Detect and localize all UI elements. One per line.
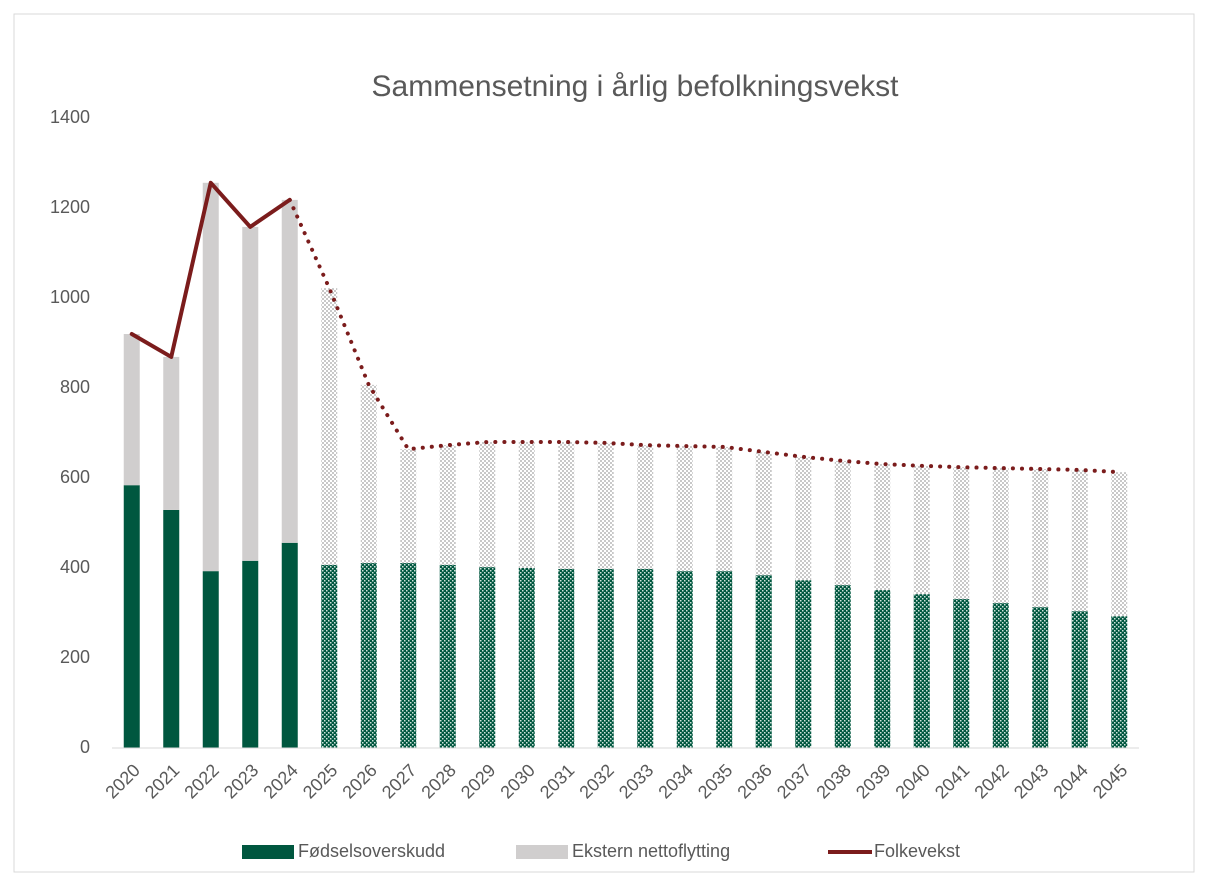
bar [281,542,298,748]
x-tick-label: 2039 [852,760,894,802]
line [287,197,1122,475]
x-tick-label: 2037 [773,760,815,802]
y-tick-label: 0 [80,737,90,757]
bar [479,567,496,748]
bar [834,585,851,748]
bar [1111,472,1128,617]
bar [321,564,338,748]
bar [953,599,970,748]
bar [676,446,693,572]
bar [795,456,812,581]
bar [834,460,851,586]
bar [360,563,377,748]
line [129,180,292,359]
bar [479,442,496,568]
x-tick-label: 2022 [180,760,222,802]
bar [400,449,417,564]
x-tick-label: 2045 [1089,760,1131,802]
x-tick-label: 2020 [101,760,143,802]
x-tick-label: 2027 [378,760,420,802]
bar [913,594,930,748]
x-tick-label: 2026 [338,760,380,802]
bar [874,464,891,591]
bar [321,288,338,565]
x-tick-label: 2028 [417,760,459,802]
y-tick-label: 600 [60,467,90,487]
x-tick-label: 2036 [733,760,775,802]
bar [992,468,1009,604]
legend-label: Folkevekst [874,841,960,861]
bar [518,568,535,748]
x-tick-label: 2043 [1010,760,1052,802]
bar [558,568,575,748]
bar [163,509,180,748]
x-tick-label: 2030 [496,760,538,802]
y-tick-label: 400 [60,557,90,577]
x-tick-label: 2021 [141,760,183,802]
y-tick-label: 1200 [50,197,90,217]
x-tick-label: 2040 [891,760,933,802]
bar [123,334,140,486]
legend-label: Ekstern nettoflytting [572,841,730,861]
bar [597,568,614,748]
x-tick-label: 2029 [457,760,499,802]
x-tick-label: 2032 [575,760,617,802]
bar [676,571,693,748]
bar [716,446,733,572]
bar [1071,611,1088,748]
x-tick-label: 2034 [654,760,696,802]
x-tick-label: 2044 [1049,760,1091,802]
x-tick-label: 2024 [259,760,301,802]
x-tick-label: 2035 [694,760,736,802]
legend-label: Fødselsoverskudd [298,841,445,861]
bar [360,384,377,564]
legend-swatch [242,845,294,859]
bar [400,563,417,748]
bar [637,568,654,748]
x-tick-label: 2023 [220,760,262,802]
bar [913,465,930,595]
x-tick-label: 2042 [970,760,1012,802]
bar [597,442,614,569]
x-tick-label: 2038 [812,760,854,802]
y-tick-label: 800 [60,377,90,397]
bar [202,571,219,748]
bar [242,226,259,561]
bar [953,467,970,600]
x-tick-label: 2031 [536,760,578,802]
y-tick-label: 200 [60,647,90,667]
x-tick-label: 2041 [931,760,973,802]
chart-title: Sammensetning i årlig befolkningsvekst [372,70,900,103]
bar [1071,469,1088,612]
bar [992,603,1009,748]
bar [518,442,535,568]
x-tick-label: 2033 [615,760,657,802]
bar [795,580,812,748]
bar [439,564,456,748]
bar [1032,469,1049,608]
bar [281,199,298,543]
chart-frame [13,13,1195,873]
bar [755,451,772,576]
y-tick-label: 1000 [50,287,90,307]
bar [874,590,891,748]
legend-swatch [516,845,568,859]
bar [242,560,259,748]
bar [558,442,575,569]
bar [439,445,456,565]
bar [755,575,772,748]
bar [1032,607,1049,748]
bar [123,485,140,748]
x-tick-label: 2025 [299,760,341,802]
bar [716,571,733,748]
bar [1111,616,1128,748]
bar [163,356,180,510]
bar [202,182,219,572]
bar [637,445,654,569]
y-tick-label: 1400 [50,107,90,127]
